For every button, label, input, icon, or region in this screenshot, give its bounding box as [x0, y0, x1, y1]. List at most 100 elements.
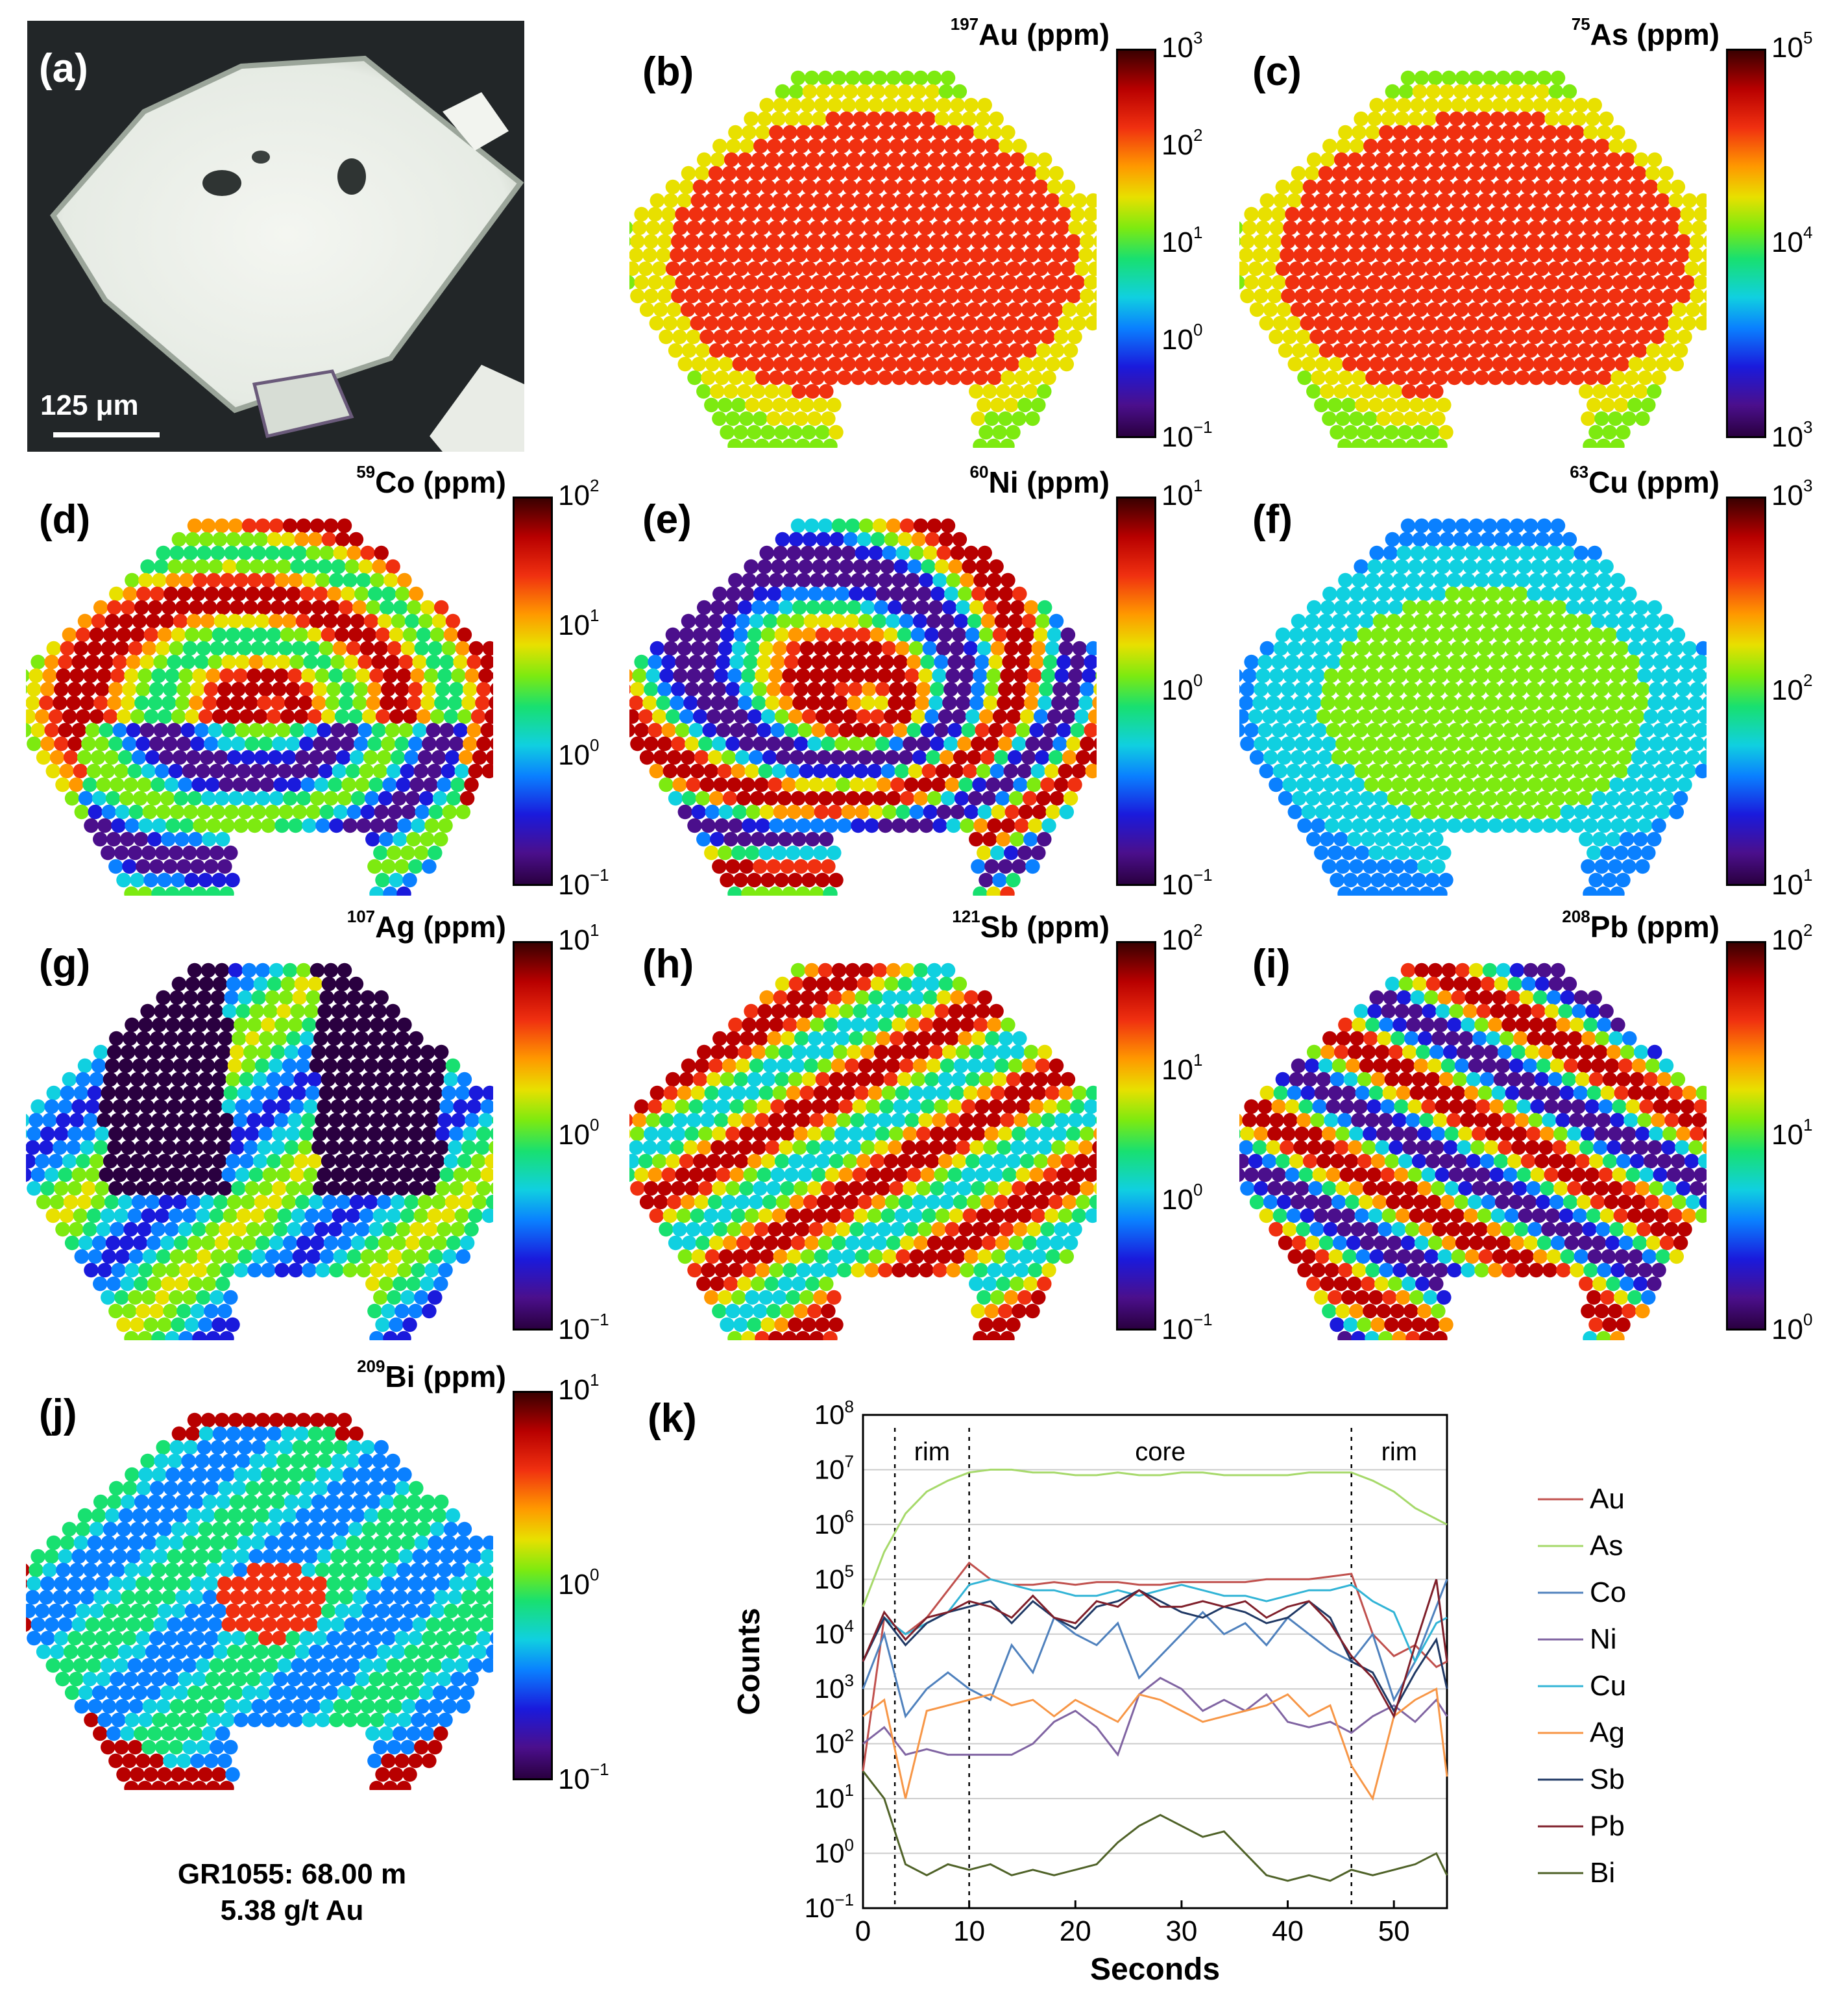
panel-g-element-map	[26, 963, 493, 1340]
map-spot	[988, 206, 1003, 222]
map-spot	[1647, 247, 1662, 263]
map-spot	[251, 545, 266, 561]
map-spot	[844, 302, 859, 317]
map-spot	[1705, 223, 1707, 232]
map-spot	[88, 804, 103, 820]
map-spot	[895, 641, 910, 656]
map-spot	[1304, 302, 1319, 317]
map-spot	[247, 1112, 261, 1128]
map-spot	[823, 438, 838, 448]
map-spot	[1029, 275, 1044, 290]
map-spot	[1269, 220, 1284, 236]
map-spot	[688, 275, 703, 290]
map-spot	[30, 654, 45, 670]
map-spot	[783, 370, 797, 386]
map-spot	[1012, 288, 1027, 304]
map-spot	[1017, 641, 1033, 656]
map-spot	[182, 845, 197, 861]
map-spot	[330, 1167, 345, 1183]
map-spot	[898, 750, 914, 765]
colorbar-tick-label: 10−1	[1161, 417, 1213, 453]
map-spot	[95, 1181, 110, 1196]
map-spot	[449, 736, 464, 752]
map-spot	[973, 438, 988, 448]
map-spot	[1546, 356, 1562, 372]
map-spot	[375, 709, 391, 724]
map-spot	[1446, 329, 1461, 345]
map-spot	[768, 438, 783, 448]
map-spot	[838, 206, 853, 222]
map-spot	[208, 1167, 223, 1183]
map-spot	[1021, 750, 1036, 765]
map-spot	[1363, 681, 1378, 697]
map-spot	[906, 722, 921, 738]
map-spot	[819, 1044, 834, 1060]
map-spot	[1332, 791, 1348, 806]
map-spot	[932, 818, 947, 833]
map-spot	[1388, 384, 1403, 399]
map-spot	[1015, 275, 1030, 290]
map-spot	[1339, 654, 1354, 670]
map-spot	[1605, 791, 1620, 806]
map-spot	[661, 275, 676, 290]
map-spot	[691, 356, 707, 372]
map-spot	[136, 1303, 151, 1319]
map-spot	[796, 370, 811, 386]
map-spot	[1331, 166, 1347, 181]
map-spot	[1622, 681, 1636, 697]
map-spot	[687, 1112, 701, 1128]
map-spot	[1390, 736, 1405, 752]
map-spot	[737, 152, 753, 167]
unit-label: (ppm)	[1027, 18, 1110, 51]
map-spot	[697, 695, 712, 711]
map-spot	[395, 1181, 409, 1196]
map-spot	[899, 70, 915, 86]
map-spot	[468, 641, 484, 656]
map-spot	[936, 990, 951, 1005]
map-spot	[1596, 438, 1611, 448]
map-spot	[1049, 613, 1064, 629]
map-spot	[149, 1181, 164, 1196]
map-spot	[101, 804, 117, 820]
map-spot	[236, 763, 252, 779]
map-spot	[95, 1126, 110, 1142]
map-spot	[1520, 627, 1536, 643]
map-spot	[408, 1303, 423, 1319]
map-spot	[648, 1099, 663, 1114]
map-spot	[893, 1099, 908, 1114]
map-spot	[66, 695, 81, 711]
map-spot	[934, 1099, 949, 1114]
map-spot	[999, 1031, 1014, 1046]
map-spot	[879, 275, 894, 290]
map-spot	[1004, 641, 1019, 656]
map-spot	[768, 329, 783, 345]
map-spot	[757, 275, 772, 290]
map-spot	[216, 695, 231, 711]
map-spot	[938, 1072, 953, 1087]
map-spot	[1054, 777, 1069, 792]
map-spot	[672, 329, 687, 345]
map-spot	[1391, 586, 1405, 602]
map-spot	[202, 600, 217, 615]
map-spot	[1045, 193, 1060, 208]
map-spot	[720, 709, 735, 724]
map-spot	[967, 166, 982, 181]
map-spot	[1448, 275, 1463, 290]
map-spot	[771, 1003, 786, 1019]
map-spot	[748, 750, 764, 765]
map-spot	[1431, 586, 1446, 602]
map-spot	[288, 818, 303, 833]
map-spot	[704, 845, 719, 861]
map-spot	[1481, 166, 1497, 181]
map-spot	[1625, 275, 1640, 290]
map-spot	[1388, 831, 1403, 847]
map-spot	[368, 1031, 383, 1046]
map-spot	[642, 695, 657, 711]
map-spot	[374, 545, 389, 561]
map-spot	[1531, 559, 1546, 574]
map-spot	[792, 695, 807, 711]
map-spot	[463, 1181, 478, 1196]
map-spot	[903, 1031, 918, 1046]
map-spot	[1534, 627, 1550, 643]
map-spot	[977, 356, 993, 372]
